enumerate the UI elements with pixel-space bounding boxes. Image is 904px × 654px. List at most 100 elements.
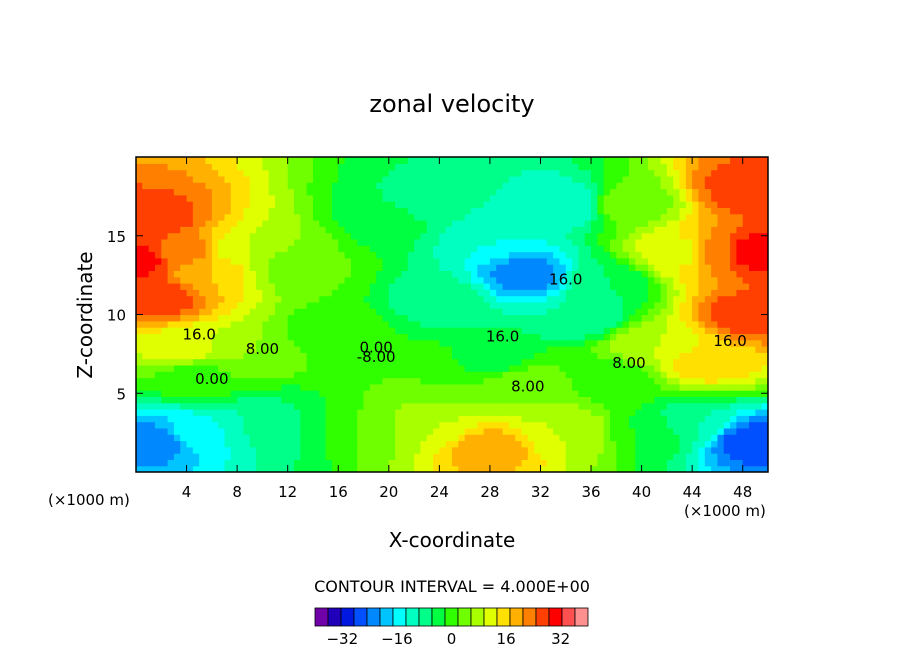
contour-cell [344, 163, 352, 171]
contour-cell [666, 364, 674, 372]
contour-cell [357, 157, 365, 164]
contour-cell [294, 383, 301, 391]
contour-cell [376, 409, 384, 416]
contour-cell [173, 207, 181, 215]
contour-cell [256, 295, 263, 303]
contour-cell [477, 182, 485, 190]
contour-cell [704, 251, 712, 259]
contour-cell [660, 440, 668, 448]
contour-cell [717, 396, 725, 404]
contour-cell [616, 320, 624, 328]
contour-cell [559, 427, 567, 435]
contour-cell [591, 364, 598, 372]
contour-cell [610, 257, 617, 265]
contour-cell [287, 232, 295, 240]
contour-cell [287, 182, 295, 190]
contour-cell [673, 421, 681, 429]
contour-cell [692, 396, 700, 404]
contour-cell [300, 207, 308, 215]
contour-cell [647, 371, 655, 379]
contour-cell [426, 339, 434, 347]
contour-cell [325, 333, 333, 341]
contour-cell [363, 264, 371, 271]
contour-cell [673, 245, 681, 253]
contour-cell [312, 440, 320, 448]
contour-cell [331, 427, 339, 435]
contour-cell [534, 295, 542, 303]
contour-cell [136, 182, 143, 190]
contour-cell [591, 396, 598, 404]
contour-cell [610, 289, 617, 297]
contour-cell [357, 270, 365, 278]
contour-cell [515, 358, 523, 366]
contour-cell [218, 459, 226, 467]
contour-cell [363, 327, 371, 334]
contour-cell [325, 157, 333, 164]
contour-cell [477, 276, 485, 284]
contour-cell [534, 327, 542, 334]
contour-cell [666, 245, 674, 253]
contour-cell [723, 421, 731, 429]
contour-cell [414, 301, 421, 309]
contour-cell [534, 371, 542, 379]
contour-cell [572, 415, 579, 423]
contour-cell [401, 459, 409, 467]
contour-cell [388, 402, 396, 410]
contour-cell [597, 270, 605, 278]
contour-cell [268, 283, 276, 290]
contour-cell [496, 364, 504, 372]
contour-cell [224, 276, 232, 284]
contour-cell [534, 352, 542, 360]
contour-cell [679, 390, 687, 397]
contour-cell [628, 289, 636, 297]
contour-cell [527, 283, 535, 290]
contour-cell [704, 163, 712, 171]
contour-cell [243, 352, 251, 360]
contour-cell [407, 346, 415, 353]
contour-cell [211, 295, 219, 303]
contour-cell [319, 421, 327, 429]
contour-cell [199, 245, 207, 253]
contour-cell [180, 175, 188, 183]
contour-cell [723, 465, 731, 472]
contour-cell [591, 383, 598, 391]
contour-cell [597, 320, 605, 328]
contour-cell [344, 245, 352, 253]
contour-cell [256, 339, 263, 347]
contour-cell [660, 377, 668, 385]
contour-cell [496, 446, 504, 454]
contour-cell [508, 415, 516, 423]
contour-cell [711, 358, 719, 366]
contour-cell [312, 327, 320, 334]
contour-cell [527, 308, 535, 316]
contour-cell [755, 308, 763, 316]
contour-cell [312, 301, 320, 309]
contour-cell [654, 377, 662, 385]
contour-cell [730, 377, 737, 385]
contour-cell [294, 232, 301, 240]
contour-cell [218, 157, 226, 164]
contour-cell [654, 308, 662, 316]
contour-cell [224, 320, 232, 328]
contour-cell [565, 207, 573, 215]
contour-cell [477, 220, 485, 227]
contour-cell [439, 339, 447, 347]
contour-cell [154, 220, 162, 227]
contour-cell [300, 245, 308, 253]
contour-cell [489, 453, 497, 460]
contour-cell [136, 402, 143, 410]
contour-cell [142, 232, 150, 240]
contour-cell [483, 364, 491, 372]
contour-cell [496, 213, 504, 221]
contour-cell [237, 251, 245, 259]
contour-cell [540, 333, 548, 341]
contour-cell [205, 182, 213, 190]
contour-cell [534, 308, 542, 316]
contour-cell [584, 453, 592, 460]
contour-cell [344, 346, 352, 353]
contour-cell [641, 346, 649, 353]
contour-cell [730, 276, 737, 284]
contour-cell [281, 238, 289, 246]
contour-cell [199, 238, 207, 246]
contour-cell [622, 358, 630, 366]
